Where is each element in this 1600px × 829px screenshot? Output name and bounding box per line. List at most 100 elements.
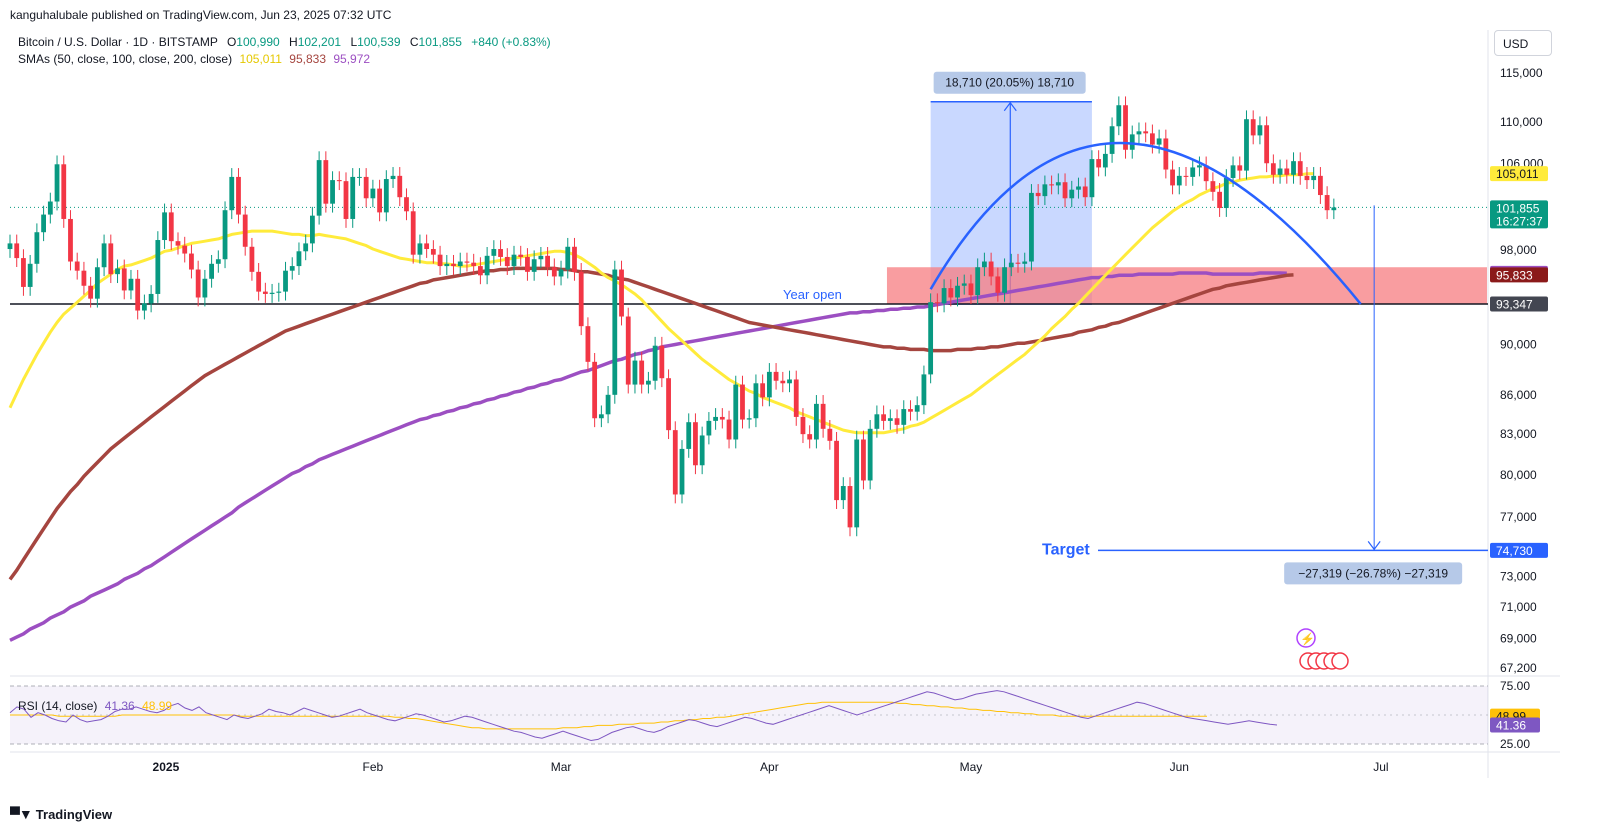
y-axis-tick-label: 71,000 <box>1500 600 1537 614</box>
candle-body <box>21 258 26 287</box>
candle-body <box>733 384 739 440</box>
candle-body <box>1116 105 1122 127</box>
candle-body <box>34 232 40 264</box>
candle-body <box>1062 182 1068 199</box>
candle-body <box>1150 133 1155 145</box>
candle-body <box>236 176 241 215</box>
target-label: Target <box>1042 541 1090 558</box>
candle-body <box>1190 167 1196 177</box>
y-axis-tick-label: 77,000 <box>1500 510 1537 524</box>
candle-body <box>189 253 194 270</box>
price-tag-label: 101,855 <box>1496 201 1540 215</box>
candle-body <box>323 160 329 204</box>
year-open-label: Year open <box>783 287 842 302</box>
candle-body <box>800 416 806 435</box>
candle-body <box>1002 267 1007 293</box>
candle-body <box>706 420 712 436</box>
candle-body <box>941 288 947 304</box>
sma200-line <box>9 271 1287 642</box>
candle-body <box>1237 165 1243 171</box>
candle-body <box>457 261 463 267</box>
candle-body <box>390 175 396 180</box>
candle-body <box>693 422 698 466</box>
candle-body <box>162 212 167 241</box>
candle-body <box>108 243 114 275</box>
candle-body <box>968 283 974 296</box>
candle-body <box>303 243 309 252</box>
candle-body <box>713 416 718 421</box>
y-axis-tick-label: 80,000 <box>1500 468 1537 482</box>
candle-body <box>1257 125 1263 136</box>
candle-body <box>867 428 873 481</box>
candle-body <box>652 345 658 381</box>
rsi-legend[interactable]: RSI (14, close) 41.36 48.99 <box>18 699 172 713</box>
candle-body <box>1270 163 1276 175</box>
y-axis-tick-label: 67,200 <box>1500 661 1537 675</box>
candle-body <box>1230 165 1236 178</box>
candle-body <box>1318 175 1323 196</box>
candle-body <box>175 241 181 246</box>
rsi-tag-label: 41.36 <box>1496 719 1526 733</box>
candle-body <box>1250 119 1256 136</box>
candle-body <box>787 379 792 384</box>
change-value: +840 (+0.83%) <box>471 35 551 49</box>
y-axis-tick-label: 115,000 <box>1500 66 1543 80</box>
candle-body <box>901 409 907 425</box>
candle-body <box>1123 105 1128 150</box>
candle-body <box>1183 175 1189 177</box>
price-tag-label: 95,833 <box>1496 268 1533 282</box>
open-value: 100,990 <box>236 35 280 49</box>
rsi-value: 41.36 <box>104 699 135 713</box>
candle-body <box>847 486 853 528</box>
candle-body <box>1264 125 1270 164</box>
candle-body <box>766 371 772 398</box>
candle-body <box>934 302 940 304</box>
candle-body <box>679 448 685 495</box>
candle-body <box>54 164 60 202</box>
candle-body <box>74 261 80 271</box>
candle-body <box>310 215 315 244</box>
y-axis-tick-label: 98,000 <box>1500 243 1537 257</box>
candle-body <box>1170 169 1175 186</box>
candle-body <box>1055 182 1061 186</box>
tradingview-logo[interactable]: ▀▼ TradingView <box>10 806 112 822</box>
candle-body <box>625 316 631 385</box>
candle-body <box>397 175 403 198</box>
y-axis-tick-label: 69,000 <box>1500 632 1537 646</box>
candle-body <box>1096 159 1102 168</box>
measure-down-label-box <box>1284 562 1463 585</box>
candle-body <box>1069 189 1075 199</box>
economic-event-icon <box>1331 652 1349 670</box>
candle-body <box>874 414 880 429</box>
candle-body <box>363 176 369 199</box>
currency-selector[interactable]: USD <box>1494 30 1552 56</box>
sma-legend[interactable]: SMAs (50, close, 100, close, 200, close)… <box>18 52 370 66</box>
candle-body <box>202 278 208 298</box>
candle-body <box>572 246 577 272</box>
publisher-line: kanguhalubale published on TradingView.c… <box>10 8 392 22</box>
candle-body <box>814 403 819 440</box>
candle-body <box>619 269 624 317</box>
candle-body <box>975 267 981 296</box>
candle-body <box>451 263 456 267</box>
price-tag-box <box>1490 267 1548 283</box>
candle-body <box>383 179 389 213</box>
symbol-legend[interactable]: Bitcoin / U.S. Dollar · 1D · BITSTAMP O1… <box>18 35 551 49</box>
candle-body <box>592 361 598 419</box>
symbol-name: Bitcoin / U.S. Dollar · 1D · BITSTAMP <box>18 35 218 49</box>
candle-body <box>887 418 893 421</box>
candle-body <box>1176 175 1182 186</box>
rsi-axis-tick-label: 25.00 <box>1500 737 1530 751</box>
candle-body <box>1022 261 1028 264</box>
candle-body <box>565 246 571 270</box>
candle-body <box>484 255 490 276</box>
rsi-ma-line <box>10 701 1207 730</box>
y-axis-tick-label: 86,000 <box>1500 388 1537 402</box>
candle-body <box>444 263 450 267</box>
candle-body <box>1089 159 1095 198</box>
candle-body <box>142 303 147 311</box>
candle-body <box>195 269 201 298</box>
candle-body <box>182 245 188 254</box>
candle-body <box>1331 207 1337 211</box>
